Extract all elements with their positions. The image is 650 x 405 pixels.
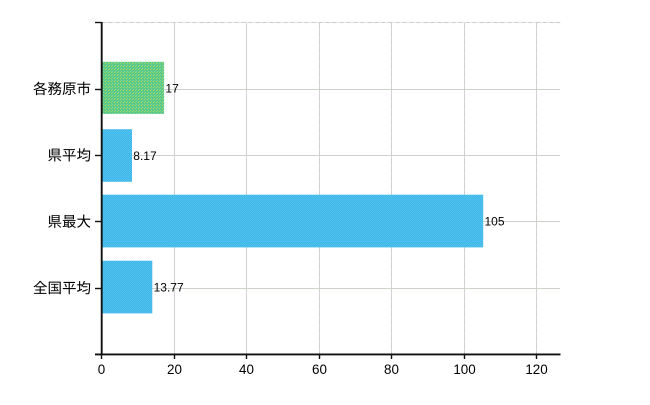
svg-text:0: 0	[98, 362, 105, 377]
svg-text:60: 60	[312, 362, 327, 377]
svg-text:13.77: 13.77	[154, 281, 184, 295]
svg-text:20: 20	[167, 362, 182, 377]
svg-text:40: 40	[239, 362, 254, 377]
svg-text:100: 100	[453, 362, 475, 377]
svg-text:8.17: 8.17	[133, 149, 157, 163]
svg-text:80: 80	[384, 362, 399, 377]
svg-text:120: 120	[525, 362, 547, 377]
svg-text:105: 105	[485, 215, 505, 229]
svg-text:17: 17	[165, 81, 179, 95]
